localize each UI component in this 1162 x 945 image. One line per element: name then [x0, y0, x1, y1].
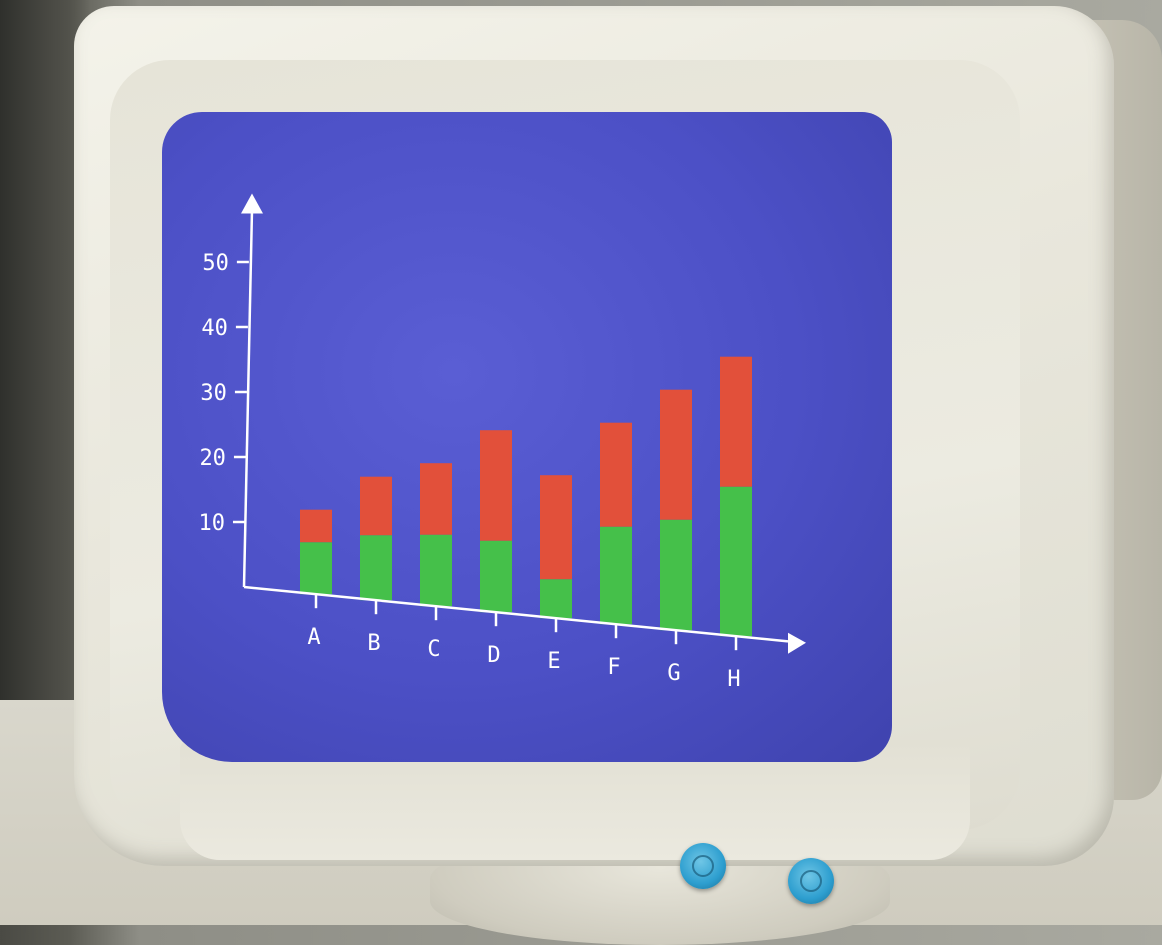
bar-segment-upper	[360, 476, 392, 536]
bar-segment-upper	[600, 422, 632, 527]
bar-segment-lower	[660, 519, 692, 631]
y-tick-label: 30	[200, 381, 227, 406]
y-tick-label: 10	[198, 511, 225, 536]
bar-segment-upper	[420, 463, 452, 535]
bars-group	[300, 356, 752, 637]
bar-segment-lower	[540, 579, 572, 619]
x-tick-label: F	[607, 655, 620, 680]
x-tick-label: C	[427, 637, 440, 662]
x-tick-label: H	[727, 667, 740, 692]
bar-segment-upper	[660, 389, 692, 520]
x-ticks-group: A B C D E F G H	[307, 594, 741, 692]
contrast-knob[interactable]	[788, 858, 834, 904]
x-tick-label: G	[667, 661, 680, 686]
knob-icon	[692, 855, 714, 877]
x-axis	[243, 585, 789, 643]
knob-icon	[800, 870, 822, 892]
bar-segment-upper	[480, 430, 512, 541]
bar-segment-upper	[720, 356, 752, 487]
x-tick-label: E	[547, 649, 560, 674]
y-tick-label: 20	[199, 446, 226, 471]
bar-segment-lower	[720, 486, 752, 637]
crt-screen: 10 20 30 40 50 A B C D E F G H	[162, 112, 892, 762]
bar-chart: 10 20 30 40 50 A B C D E F G H	[198, 193, 806, 692]
bar-segment-lower	[420, 534, 452, 607]
bar-segment-lower	[360, 535, 392, 601]
axes-group	[241, 193, 806, 654]
x-tick-label: A	[307, 625, 320, 650]
bar-segment-upper	[300, 509, 332, 543]
y-tick-label: 40	[201, 316, 228, 341]
brightness-knob[interactable]	[680, 843, 726, 889]
bar-segment-upper	[540, 475, 572, 580]
x-tick-label: B	[367, 631, 380, 656]
y-axis-arrow	[241, 193, 263, 214]
bar-segment-lower	[480, 540, 512, 613]
y-axis	[242, 209, 254, 588]
y-tick-label: 50	[202, 251, 229, 276]
bar-segment-lower	[600, 526, 632, 625]
x-axis-arrow	[788, 632, 806, 654]
y-ticks-group: 10 20 30 40 50	[198, 251, 249, 536]
bar-segment-lower	[300, 542, 332, 595]
x-tick-label: D	[487, 643, 500, 668]
